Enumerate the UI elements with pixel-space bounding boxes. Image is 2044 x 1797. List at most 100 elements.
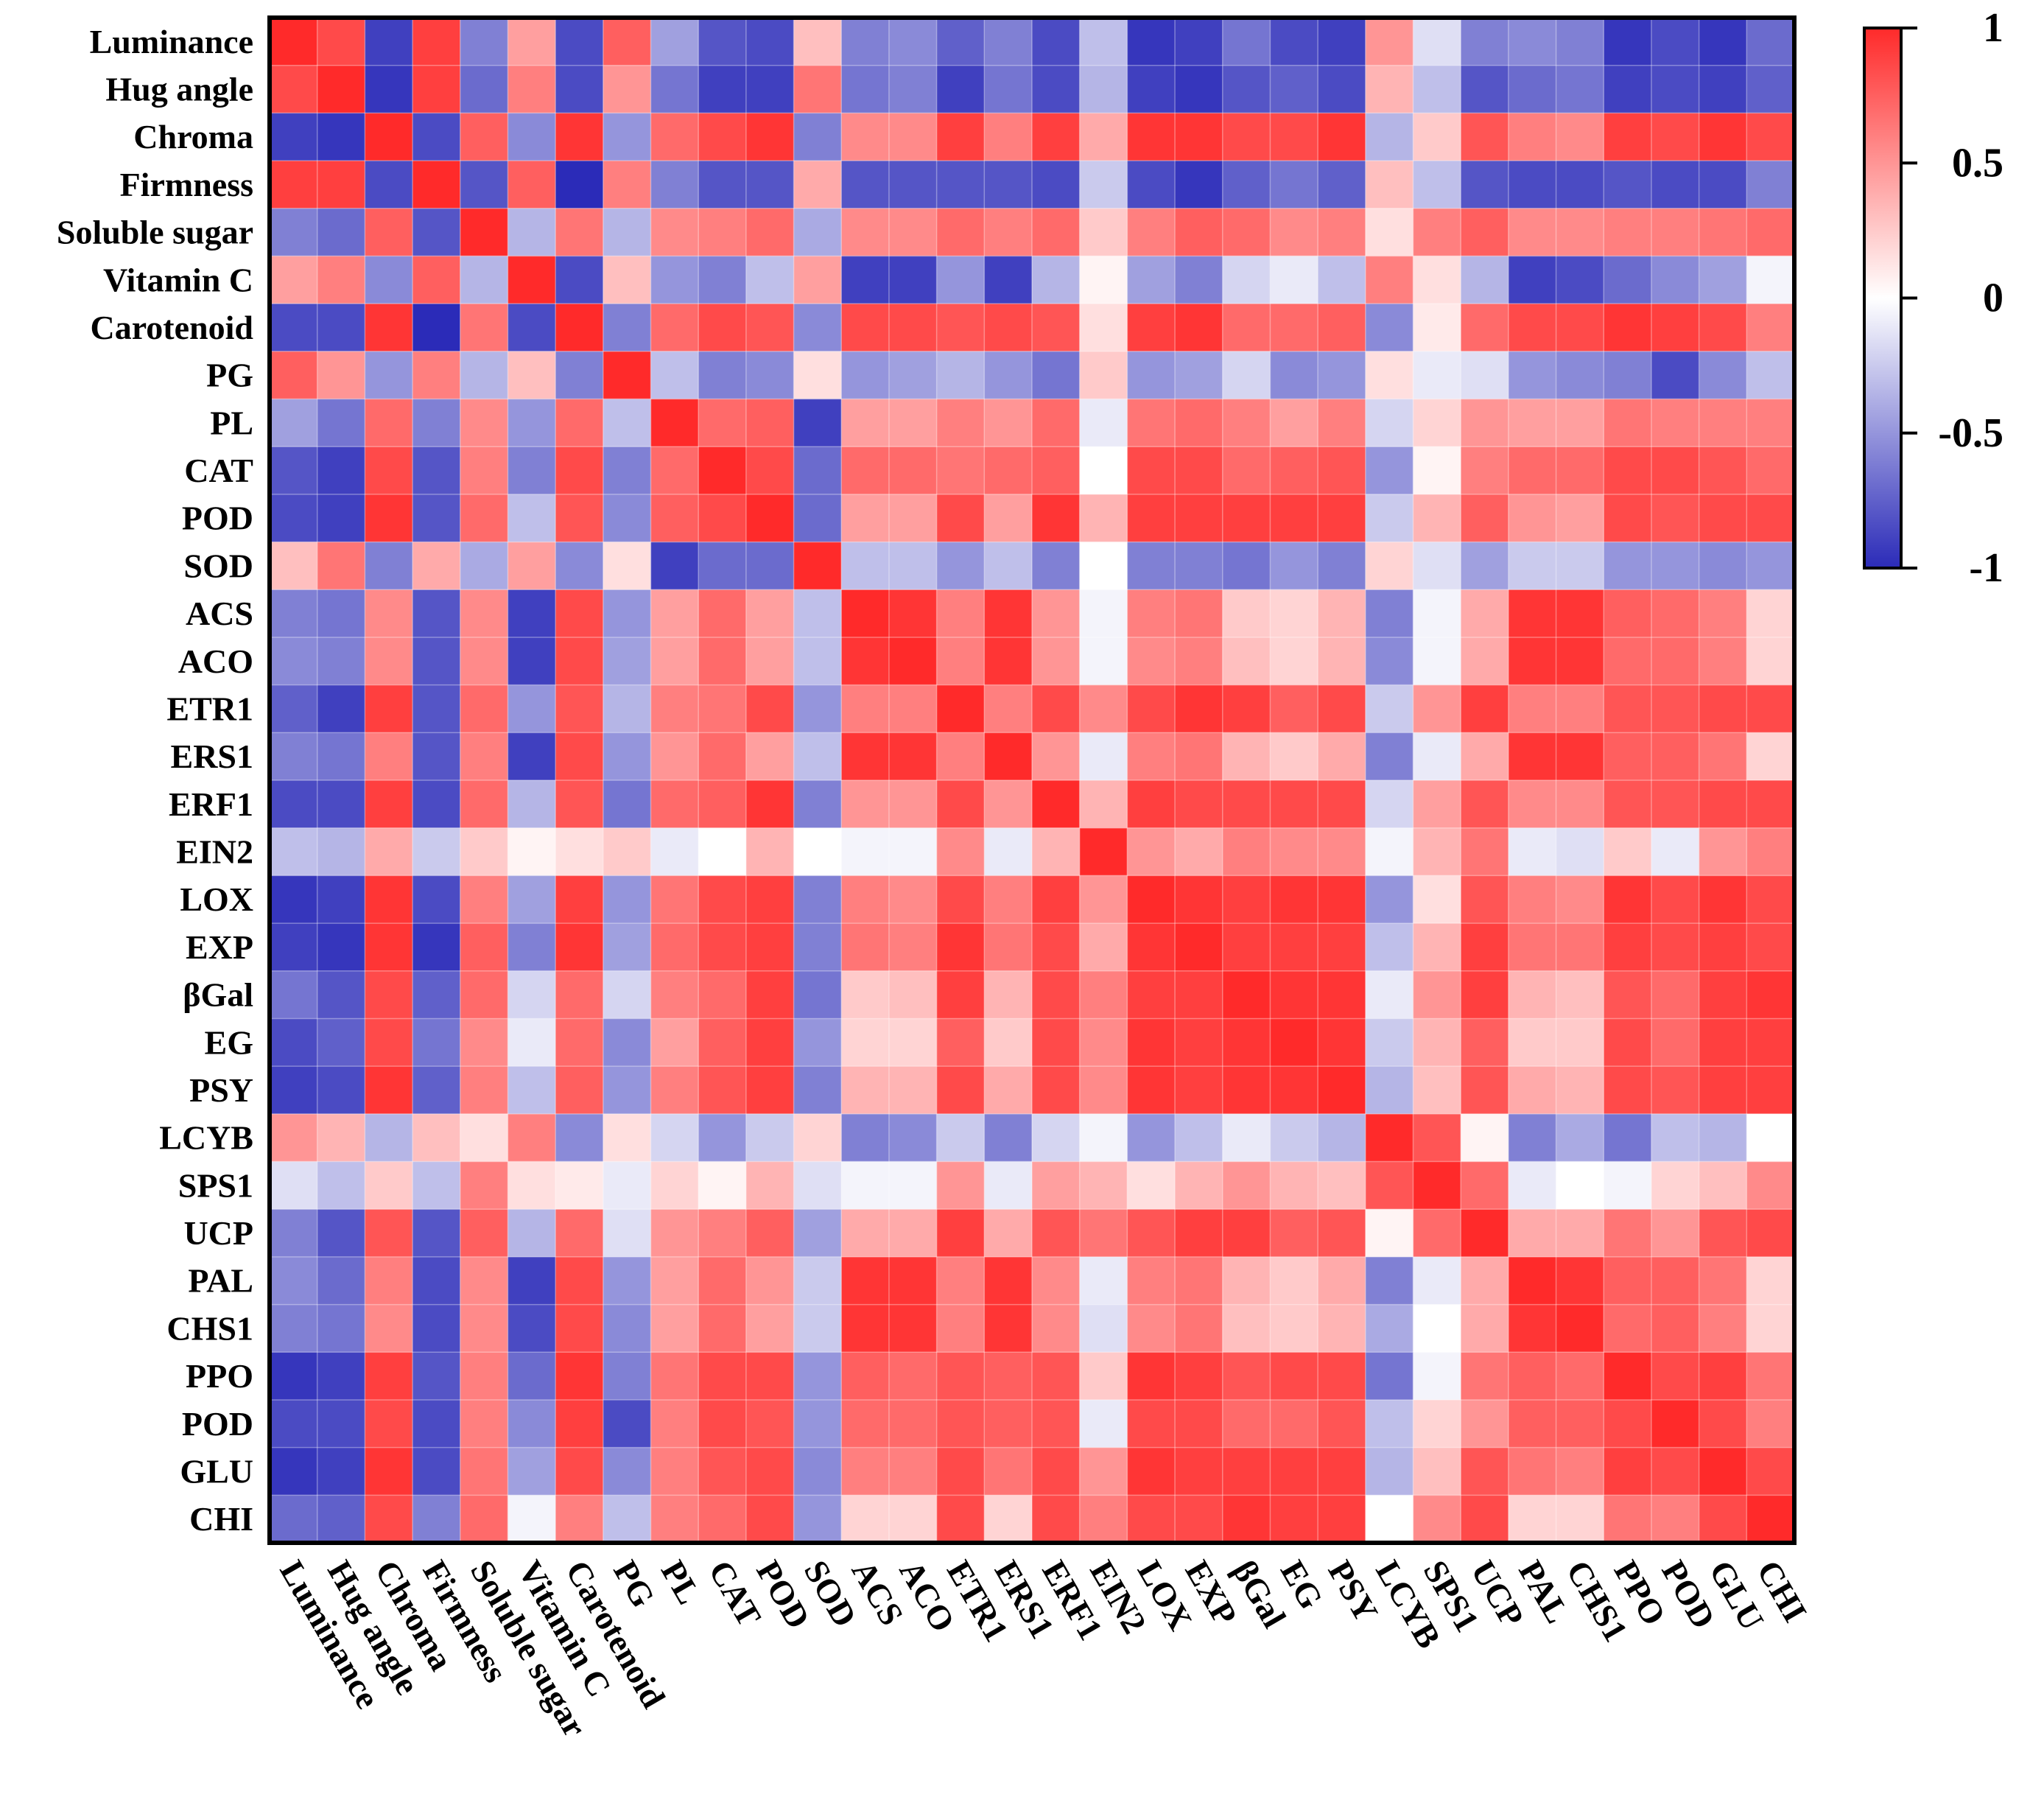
heatmap-cell [1461,208,1509,257]
heatmap-cell [1318,1256,1366,1306]
heatmap-cell [412,1447,461,1496]
heatmap-cell [841,446,890,495]
heatmap-cell [1461,304,1509,352]
heatmap-cell [1127,113,1176,161]
y-tick-label: PSY [189,1071,253,1109]
heatmap-cell [1365,1018,1414,1067]
heatmap-cell [1222,732,1271,781]
heatmap-cell [888,1352,938,1401]
heatmap-cell [1175,304,1223,352]
heatmap-cell [1079,256,1128,304]
heatmap-cell [1746,446,1795,495]
y-tick-label: Firmness [120,166,253,203]
heatmap-cell [1651,827,1700,876]
heatmap-cell [603,18,652,66]
heatmap-cell [1556,637,1604,686]
heatmap-cell [1079,1447,1128,1496]
heatmap-cell [1079,1209,1128,1258]
heatmap-cell [698,65,747,113]
heatmap-cell [1318,780,1366,829]
heatmap-cell [1699,970,1747,1020]
heatmap-cell [412,208,461,257]
heatmap-cell [270,923,318,972]
heatmap-cell [365,589,413,638]
heatmap-cell [365,1447,413,1496]
heatmap-cell [1746,351,1795,400]
heatmap-cell [936,637,985,686]
heatmap-cell [793,446,842,495]
heatmap-cell [888,1209,938,1258]
heatmap-cell [1222,446,1271,495]
heatmap-cell [936,1304,985,1353]
heatmap-cell [1413,684,1461,733]
heatmap-cell [841,399,890,447]
heatmap-cell [1508,589,1557,638]
heatmap-cell [555,1399,604,1449]
heatmap-cell [1032,637,1081,686]
heatmap-cell [1746,1447,1795,1496]
heatmap-cell [1461,399,1509,447]
heatmap-cell [1651,304,1700,352]
heatmap-cell [1651,970,1700,1020]
heatmap-cell [1508,542,1557,590]
heatmap-cell [508,1256,556,1306]
heatmap-cell [412,1113,461,1163]
heatmap-cell [412,1161,461,1210]
heatmap-cell [793,1447,842,1496]
heatmap-cell [650,589,699,638]
heatmap-cell [1032,351,1081,400]
heatmap-cell [1032,161,1081,209]
heatmap-cell [1222,1304,1271,1353]
heatmap-cell [1270,446,1318,495]
heatmap-cell [1508,684,1557,733]
heatmap-cell [745,494,795,543]
heatmap-cell [1604,1495,1652,1544]
heatmap-cell [1079,1304,1128,1353]
heatmap-cell [270,827,318,876]
heatmap-cell [1699,732,1747,781]
heatmap-cell [603,1352,652,1401]
heatmap-cell [1365,970,1414,1020]
heatmap-cell [1461,637,1509,686]
heatmap-cell [1556,1113,1604,1163]
heatmap-cell [508,1399,556,1449]
heatmap-cell [1222,1161,1271,1210]
heatmap-cell [365,1161,413,1210]
heatmap-cell [1461,494,1509,543]
heatmap-cell [1556,1495,1604,1544]
heatmap-cell [888,113,938,161]
heatmap-cell [841,161,890,209]
heatmap-cell [1651,1066,1700,1115]
heatmap-cell [984,208,1033,257]
heatmap-cell [1461,256,1509,304]
heatmap-cell [1079,875,1128,924]
heatmap-cell [1270,399,1318,447]
heatmap-cell [1746,65,1795,113]
heatmap-cell [508,875,556,924]
heatmap-cell [1365,18,1414,66]
heatmap-cell [1032,1209,1081,1258]
y-tick-label: ETR1 [166,690,253,727]
heatmap-cell [793,923,842,972]
heatmap-cell [984,1113,1033,1163]
heatmap-cell [1508,1447,1557,1496]
heatmap-cell [1270,1399,1318,1449]
heatmap-cell [1222,875,1271,924]
heatmap-cell [1746,1256,1795,1306]
heatmap-cell [841,256,890,304]
heatmap-cell [555,399,604,447]
heatmap-cell [317,1304,365,1353]
heatmap-cell [365,208,413,257]
heatmap-cell [508,1447,556,1496]
heatmap-cell [1270,1352,1318,1401]
heatmap-cell [1604,1018,1652,1067]
heatmap-cell [317,780,365,829]
heatmap-cell [698,113,747,161]
heatmap-cell [1175,399,1223,447]
heatmap-cell [270,1447,318,1496]
heatmap-cell [1556,113,1604,161]
heatmap-cell [1079,113,1128,161]
heatmap-cell [1651,113,1700,161]
heatmap-cell [936,494,985,543]
y-tick-label: EXP [186,928,253,966]
